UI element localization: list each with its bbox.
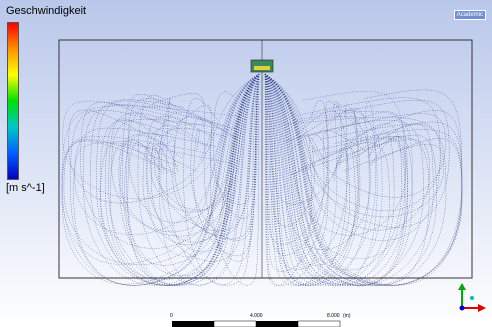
streamline [62, 74, 259, 264]
streamline [265, 74, 440, 211]
axis-triad [458, 283, 486, 312]
streamline [156, 74, 259, 239]
streamline [265, 74, 402, 270]
streamline [163, 74, 259, 285]
flow-view [0, 0, 492, 327]
streamline [265, 74, 389, 286]
streamline [62, 74, 259, 284]
viewer: Geschwindigkeit [m s^-1] Academic 0 4.00… [0, 0, 492, 327]
streamline [265, 74, 405, 285]
scale-label: 4.000 [250, 313, 263, 319]
streamline [128, 74, 259, 286]
streamline [265, 74, 325, 226]
streamline [127, 74, 259, 285]
streamline [265, 74, 412, 286]
streamline [100, 74, 259, 280]
streamline [265, 74, 358, 265]
scale-label: 8.000 [327, 313, 340, 319]
streamline [120, 74, 259, 265]
scale-label: 0 [170, 313, 173, 319]
streamline [265, 74, 405, 286]
streamline [62, 74, 259, 285]
inlet-core [254, 66, 270, 70]
streamline [265, 74, 347, 285]
streamline [265, 74, 430, 230]
streamline [265, 74, 375, 285]
streamline [265, 74, 382, 284]
streamline [109, 74, 259, 285]
scale-bar [172, 321, 340, 327]
streamline [265, 74, 377, 285]
streamline [176, 74, 259, 285]
streamline [75, 74, 259, 235]
scale-unit: (m) [343, 313, 351, 319]
streamline [265, 74, 407, 285]
streamline [69, 74, 259, 203]
streamline [64, 74, 259, 265]
streamline [265, 74, 445, 197]
